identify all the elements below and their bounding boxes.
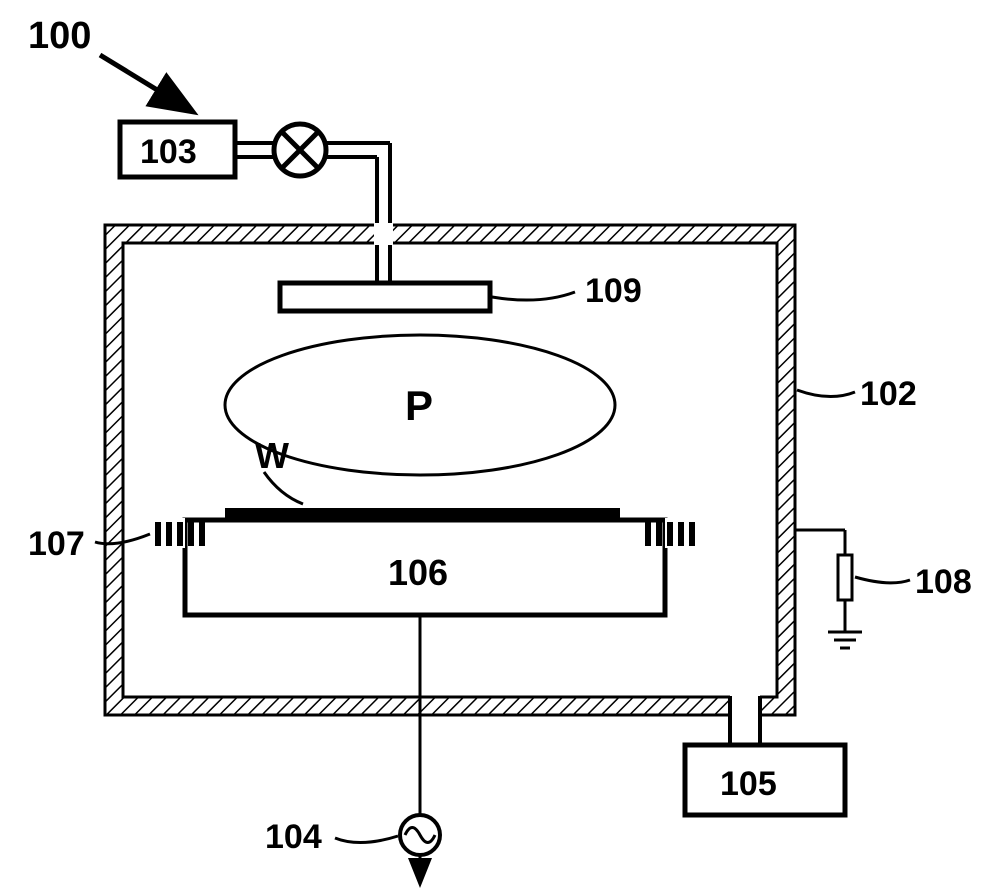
leader-102 — [797, 390, 855, 397]
label-plasma: P — [405, 382, 433, 429]
rf-generator-icon — [400, 815, 440, 855]
label-chamber: 102 — [860, 375, 917, 413]
label-ring: 107 — [28, 525, 85, 563]
label-pump: 105 — [720, 765, 777, 803]
assembly-arrow — [100, 55, 190, 110]
showerhead — [280, 283, 490, 311]
resistor-icon — [838, 555, 852, 600]
label-assembly: 100 — [28, 15, 91, 57]
label-gas-source: 103 — [140, 133, 197, 171]
label-showerhead: 109 — [585, 272, 642, 310]
leader-W — [264, 472, 303, 504]
schematic-diagram: 100 103 109 102 P W 107 106 104 108 105 — [0, 0, 1000, 892]
label-pedestal: 106 — [388, 552, 448, 593]
leader-108 — [855, 577, 910, 583]
label-rf-gen: 104 — [265, 818, 322, 856]
valve-icon — [274, 124, 326, 176]
leader-104 — [335, 836, 398, 843]
wafer — [225, 508, 620, 518]
label-resistor-ground: 108 — [915, 563, 972, 601]
leader-109 — [492, 292, 575, 300]
label-wafer: W — [255, 435, 289, 476]
ground-icon — [828, 632, 862, 648]
